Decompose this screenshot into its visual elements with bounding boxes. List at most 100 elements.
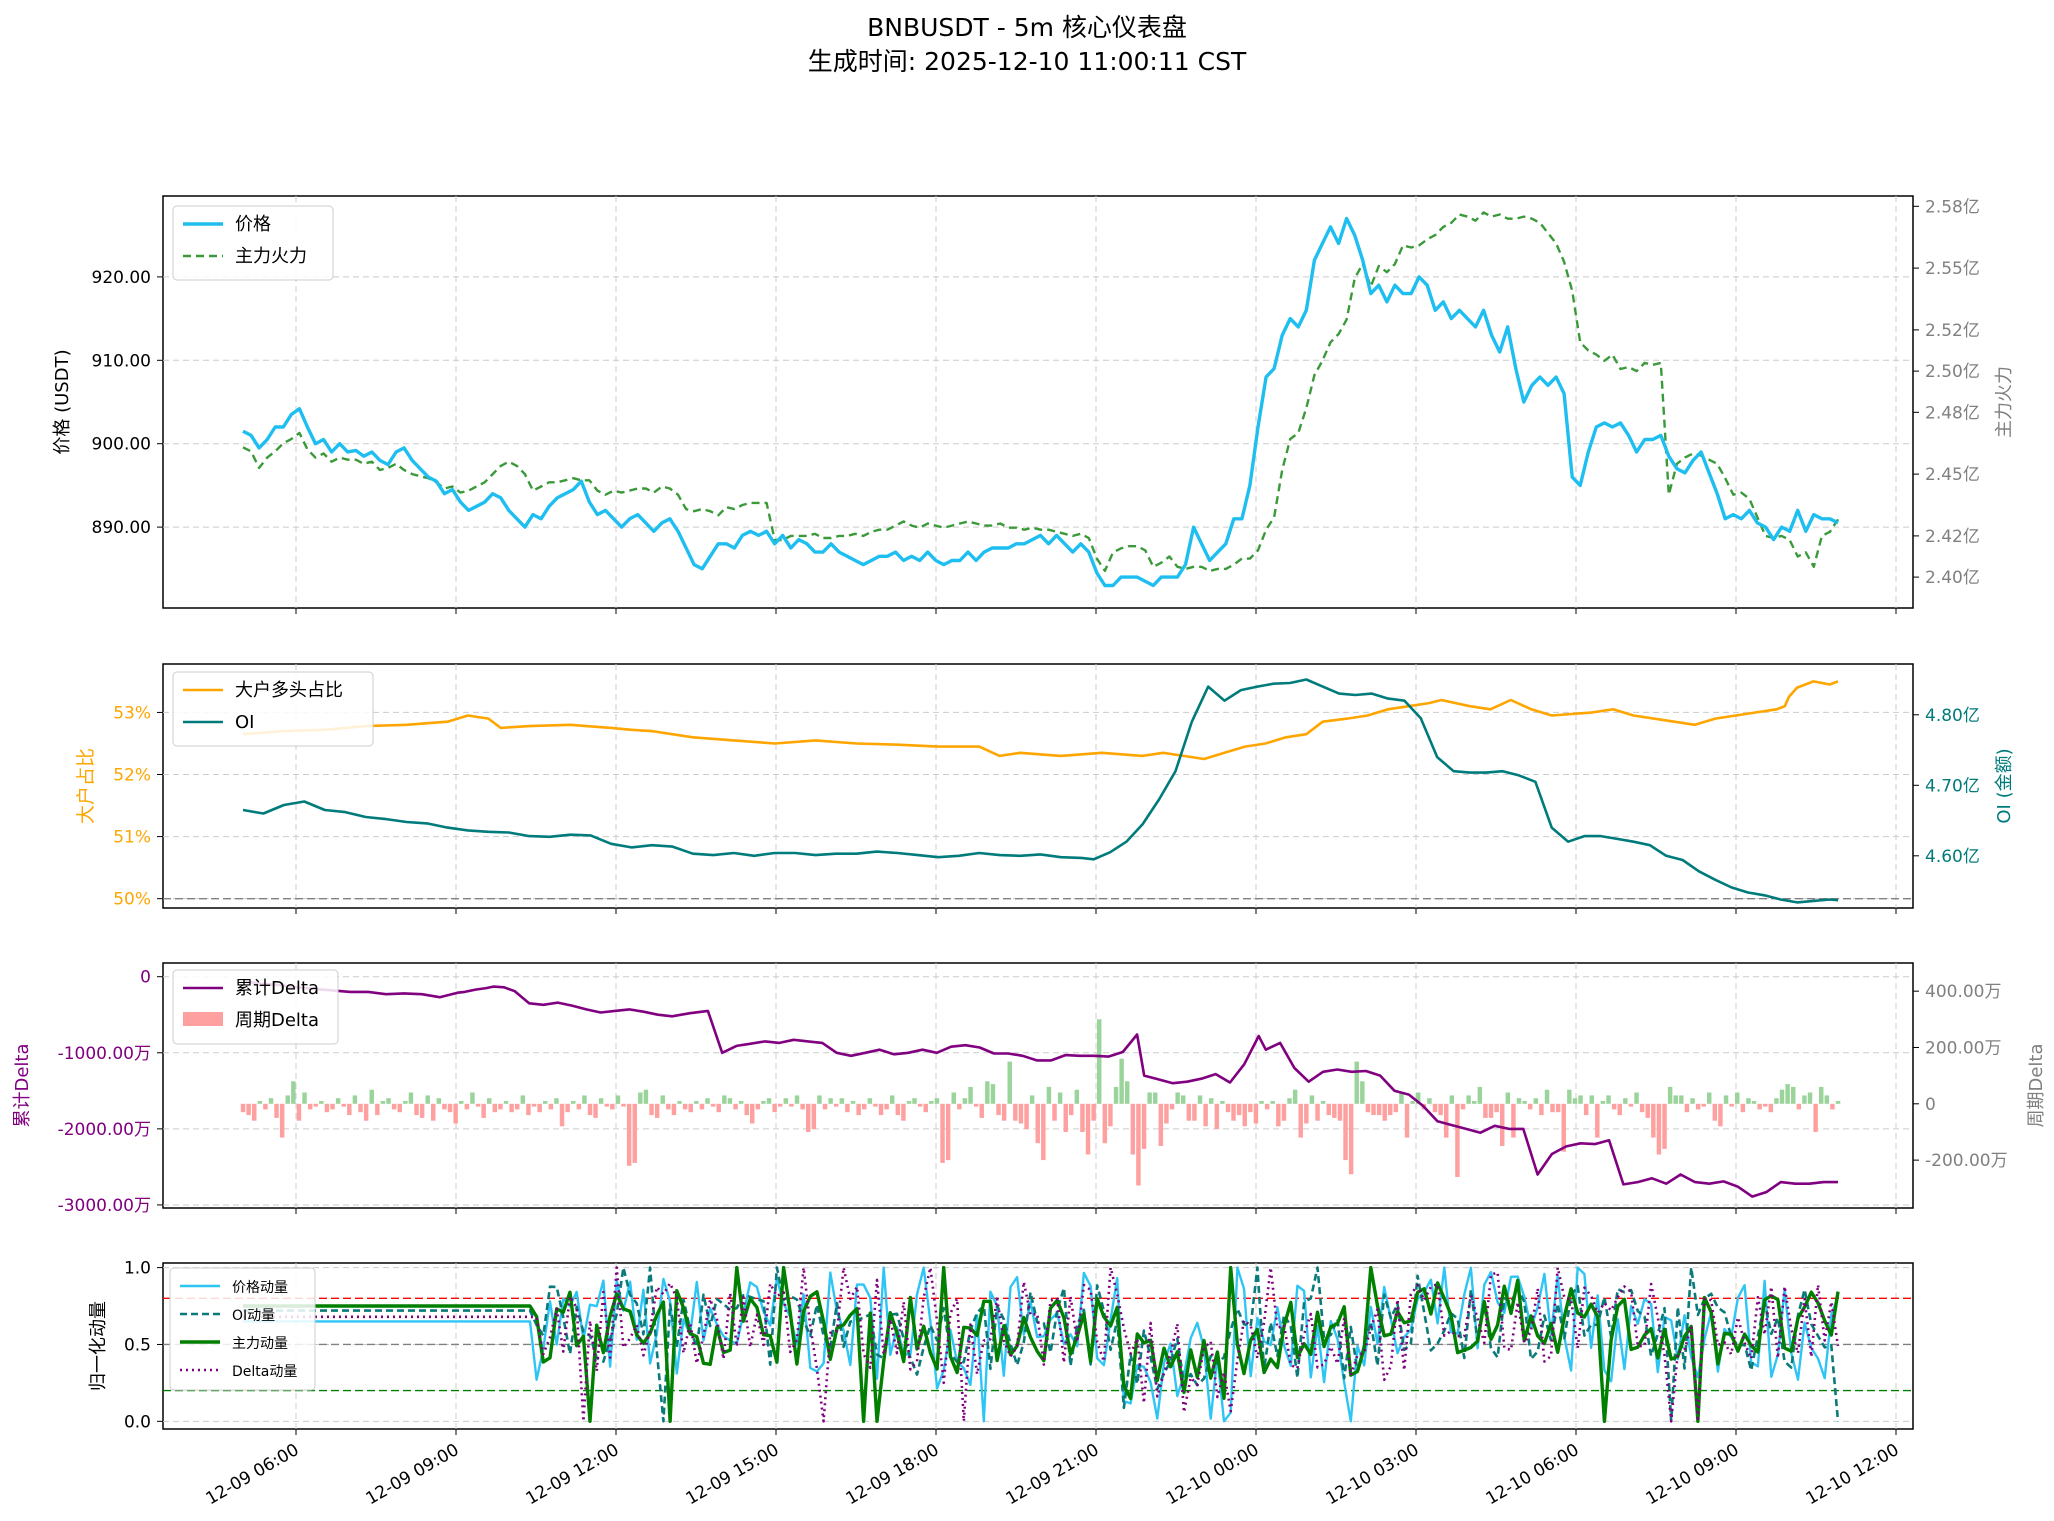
legend-box [169,1267,316,1391]
delta-bar [671,1103,677,1116]
delta-bar [341,1103,346,1107]
delta-bar [1225,1103,1231,1113]
delta-bar [1651,1103,1656,1138]
delta-bar [431,1103,436,1121]
delta-bar [772,1103,777,1113]
delta-bar [285,1095,290,1104]
delta-bar [559,1103,565,1127]
delta-bar [1444,1103,1449,1138]
delta-bar [1130,1103,1136,1155]
delta-bar [1533,1098,1539,1104]
delta-bar [252,1103,257,1121]
delta-bar [503,1101,509,1104]
delta-bar [515,1103,520,1110]
delta-bar [1729,1103,1734,1107]
y-tick-label: 53% [113,703,151,723]
delta-bar [1667,1086,1673,1104]
delta-bar [447,1103,453,1113]
y-right-tick-label: 2.50亿 [1925,362,1980,382]
delta-bar [408,1092,414,1104]
delta-bar [1628,1103,1634,1107]
delta-bar [1768,1103,1774,1113]
delta-bar [1153,1092,1158,1104]
legend-label: 价格 [235,214,271,235]
delta-bar [794,1095,800,1104]
y-tick-label: 1.0 [124,1259,151,1279]
delta-bar [1416,1092,1421,1104]
delta-bar [1791,1086,1796,1104]
delta-bar [1108,1103,1113,1127]
x-tick-label: 12-09 06:00 [203,1440,303,1509]
delta-bar [856,1103,861,1116]
delta-bar [302,1092,307,1104]
delta-bar [817,1095,822,1104]
legend-label: 大户多头占比 [235,680,343,701]
delta-bar [1332,1103,1337,1118]
delta-bar [369,1089,374,1104]
delta-bar [1052,1103,1057,1121]
delta-bar [1555,1103,1561,1113]
delta-bar [705,1098,710,1104]
delta-bar [710,1103,716,1107]
delta-bar [459,1101,464,1104]
delta-bar [1209,1098,1214,1104]
delta-bar [330,1103,335,1110]
delta-bar [1656,1103,1662,1155]
delta-bar [576,1103,582,1110]
delta-bar [973,1103,979,1107]
delta-bar [1270,1101,1275,1104]
y-tick-label: 920.00 [92,268,151,288]
delta-bar [571,1101,576,1104]
delta-bar [1578,1095,1583,1104]
delta-bar [1046,1086,1052,1104]
y-tick-label: -3000.00万 [58,1196,151,1216]
delta-bar [487,1098,492,1104]
delta-bar [744,1103,749,1116]
delta-bar [1511,1103,1516,1138]
delta-bar [464,1103,470,1110]
delta-bar [1242,1103,1247,1127]
panel-frame-3 [162,962,1914,1209]
delta-bar [1830,1103,1835,1110]
delta-bar [1158,1103,1164,1146]
delta-bar [1348,1103,1354,1175]
x-tick-label: 12-09 09:00 [363,1440,463,1509]
legend-label: OI动量 [232,1308,275,1324]
delta-bar [727,1098,733,1104]
delta-bar [1751,1101,1757,1104]
delta-bar [1085,1103,1091,1155]
delta-bar [1360,1081,1365,1104]
delta-bar [750,1103,755,1124]
delta-bar [1634,1092,1639,1104]
delta-bar [638,1092,643,1104]
delta-bar [1449,1095,1455,1104]
delta-bar [1007,1061,1012,1104]
y-tick-label: 50% [113,890,151,910]
delta-bar [917,1103,923,1107]
delta-bar [761,1101,766,1104]
delta-bar [296,1103,302,1121]
series-oi-line [242,678,1839,904]
legend-label: OI [235,712,254,733]
delta-bar [1382,1103,1387,1121]
delta-bar [1276,1103,1281,1127]
y-right-tick-label: 2.52亿 [1925,321,1980,341]
delta-bar [582,1095,587,1104]
delta-bar [783,1098,789,1104]
x-tick-label: 12-09 21:00 [1003,1440,1103,1509]
y-right-tick-label: 4.70亿 [1925,776,1980,796]
delta-bar [453,1103,458,1124]
delta-bar [1779,1089,1785,1104]
delta-bar [380,1101,386,1104]
delta-bar [1181,1095,1186,1104]
delta-bar [688,1103,693,1113]
delta-bar [1813,1103,1818,1132]
y-right-axis-label: 周期Delta [2026,1043,2047,1127]
delta-bar [1712,1103,1718,1121]
delta-bar [347,1103,352,1116]
delta-bar [716,1103,721,1113]
delta-bar [319,1101,324,1104]
delta-bar [1147,1092,1152,1104]
delta-bar [257,1101,263,1104]
delta-bar [1746,1098,1751,1104]
